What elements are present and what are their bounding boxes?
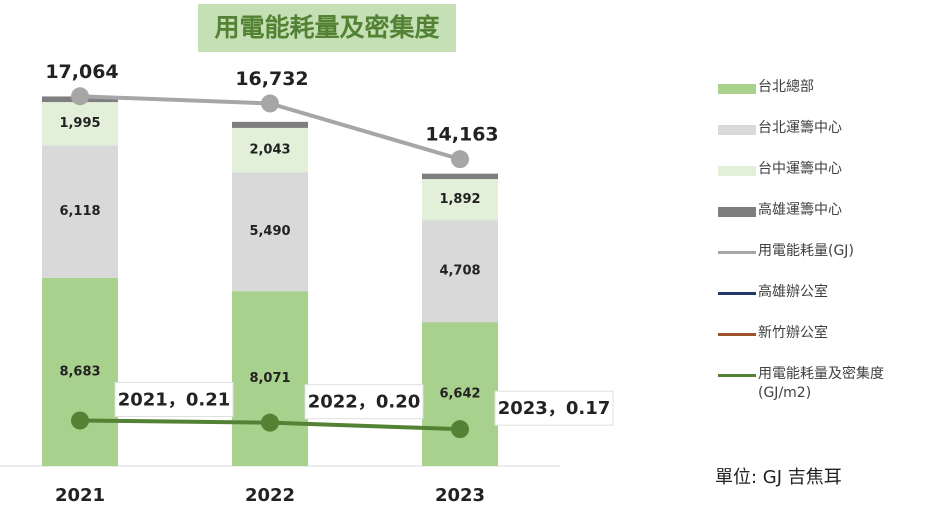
data-label: 16,732 <box>235 68 308 90</box>
line-point <box>261 413 279 432</box>
legend-item: 台中運籌中心 <box>718 160 933 201</box>
data-label: 5,490 <box>249 224 290 239</box>
legend-swatch <box>718 374 756 377</box>
line-point <box>451 420 469 439</box>
bar-segment <box>232 121 308 128</box>
legend-item: 高雄辦公室 <box>718 283 933 324</box>
bar-segment <box>232 127 308 173</box>
data-label: 14,163 <box>425 124 498 146</box>
legend-label: 台中運籌中心 <box>758 161 842 177</box>
unit-note: 單位: GJ 吉焦耳 <box>715 467 842 488</box>
data-label: 1,892 <box>439 192 480 207</box>
bar-segment <box>422 173 498 180</box>
data-label-box <box>494 390 614 426</box>
legend-item: 高雄運籌中心 <box>718 201 933 242</box>
line-point <box>71 87 89 106</box>
legend-swatch <box>718 251 756 254</box>
data-label: 1,995 <box>59 116 100 131</box>
data-label: 8,683 <box>59 364 100 379</box>
data-label: 6,118 <box>59 204 100 219</box>
legend-label: 台北總部 <box>758 79 814 95</box>
bar-segment <box>232 291 308 466</box>
legend-label: 台北運籌中心 <box>758 120 842 136</box>
data-label: 4,708 <box>439 264 480 279</box>
legend-label: 用電能耗量及密集度(GJ/m2) <box>758 366 884 401</box>
bar-segment <box>422 179 498 221</box>
data-label: 2022，0.20 <box>308 392 421 413</box>
bar-segment <box>232 172 308 292</box>
bar-segment <box>42 145 118 278</box>
legend: 台北總部台北運籌中心 台中運籌中心 高雄運籌中心 用電能耗量(GJ) 高雄辦公室新竹辦公… <box>718 78 933 406</box>
data-label-box <box>304 384 424 420</box>
data-label: 2021，0.21 <box>118 390 231 411</box>
x-tick-label: 2022 <box>245 485 295 506</box>
legend-item: 台北總部 <box>718 78 933 119</box>
data-label: 2023，0.17 <box>498 398 611 419</box>
legend-label: 新竹辦公室 <box>758 325 828 341</box>
legend-item: 用電能耗量及密集度(GJ/m2) <box>718 365 933 406</box>
legend-item: 新竹辦公室 <box>718 324 933 365</box>
line-point <box>71 411 89 430</box>
line-point <box>261 94 279 113</box>
legend-item: 台北運籌中心 <box>718 119 933 160</box>
data-label: 6,642 <box>439 387 480 402</box>
data-label-box <box>114 382 234 417</box>
legend-item: 用電能耗量(GJ) <box>718 242 933 283</box>
legend-swatch <box>718 84 756 94</box>
bar-segment <box>42 277 118 466</box>
legend-swatch <box>718 207 756 217</box>
chart-title: 用電能耗量及密集度 <box>214 13 439 42</box>
legend-label: 用電能耗量(GJ) <box>758 243 854 259</box>
data-label: 17,064 <box>45 61 118 83</box>
bar-segment <box>422 322 498 466</box>
data-label: 2,043 <box>249 143 290 158</box>
legend-swatch <box>718 292 756 295</box>
line-point <box>451 150 469 169</box>
bar-segment <box>42 102 118 146</box>
x-tick-label: 2021 <box>55 485 105 506</box>
legend-label: 高雄辦公室 <box>758 284 828 300</box>
data-label: 8,071 <box>249 371 290 386</box>
x-tick-label: 2023 <box>435 485 485 506</box>
bar-segment <box>422 220 498 323</box>
legend-swatch <box>718 166 756 176</box>
legend-swatch <box>718 125 756 135</box>
legend-label: 高雄運籌中心 <box>758 202 842 218</box>
legend-swatch <box>718 333 756 336</box>
title-box <box>198 4 456 52</box>
